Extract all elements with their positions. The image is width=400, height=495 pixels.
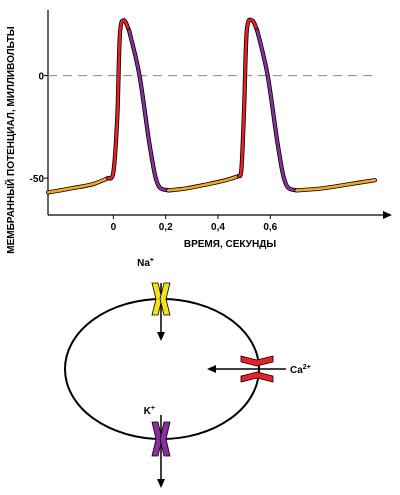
action-potential-chart: 0 -50 0 0,2 0,4 0,6 МЕМБРАННЫЙ ПОТЕНЦИАЛ, МИ… <box>4 10 392 254</box>
trace-segment-depolarization <box>106 18 131 180</box>
trace-segment-diastolic-depolarization <box>167 174 241 192</box>
na-channel-left-subunit <box>151 282 163 316</box>
y-axis-title: МЕМБРАННЫЙ ПОТЕНЦИАЛ, МИЛЛИВОЛЬТЫ <box>4 26 17 254</box>
k-channel-left-subunit <box>151 421 163 457</box>
y-tick-label: -50 <box>30 174 45 185</box>
k-channel-right-subunit <box>159 421 171 457</box>
x-ticks: 0 0,2 0,4 0,6 <box>111 215 278 233</box>
ca-channel: Ca2+ <box>207 355 311 383</box>
trace-segment-depolarization <box>237 18 259 178</box>
trace-segment-diastolic-depolarization <box>295 178 377 192</box>
k-ion-label: K+ <box>144 405 155 417</box>
y-ticks: 0 -50 <box>30 72 48 185</box>
k-ion-symbol: K <box>144 406 152 417</box>
ca-channel-top-subunit <box>240 355 274 367</box>
x-tick-label: 0,4 <box>211 222 225 233</box>
na-ion-symbol: Na <box>137 258 150 269</box>
na-channel-right-subunit <box>159 282 171 316</box>
x-tick-label: 0 <box>111 222 117 233</box>
x-tick-label: 0,2 <box>159 222 173 233</box>
trace-segment-diastolic-depolarization <box>46 176 110 194</box>
ca-channel-bottom-subunit <box>240 371 274 383</box>
x-axis-title: ВРЕМЯ, СЕКУНДЫ <box>184 239 276 250</box>
na-flux-arrowhead <box>157 332 165 341</box>
na-channel: Na+ <box>137 257 171 341</box>
k-ion-charge: + <box>151 405 155 412</box>
x-axis-arrowhead <box>383 211 392 219</box>
trace-segment-repolarization <box>127 29 170 192</box>
ca-ion-charge: 2+ <box>303 364 311 371</box>
k-flux-arrowhead <box>157 479 165 488</box>
na-ion-label: Na+ <box>137 257 154 269</box>
k-channel: K+ <box>144 405 171 488</box>
trace-segment-repolarization <box>255 29 298 192</box>
ca-flux-arrowhead <box>207 365 216 373</box>
na-ion-charge: + <box>150 257 154 264</box>
x-tick-label: 0,6 <box>263 222 277 233</box>
ca-ion-label: Ca2+ <box>290 364 311 376</box>
action-potential-trace <box>45 17 377 195</box>
y-tick-label: 0 <box>38 72 44 83</box>
cell-membrane-diagram: Na+ Ca2+ K+ <box>64 257 311 488</box>
ca-ion-symbol: Ca <box>290 365 303 376</box>
